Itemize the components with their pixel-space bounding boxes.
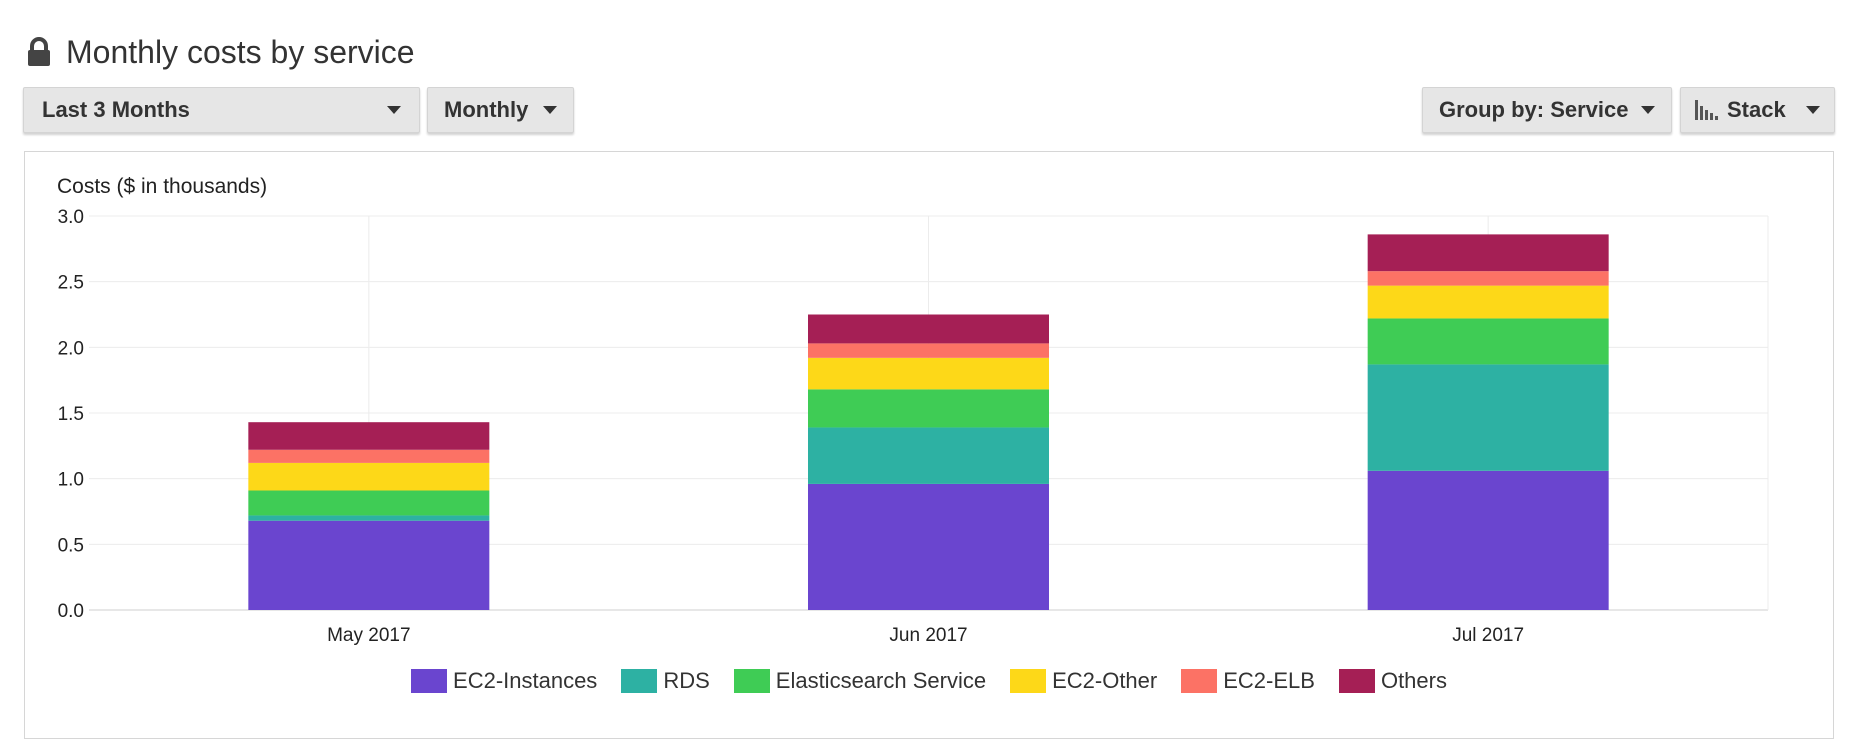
x-tick-label: May 2017: [327, 625, 410, 646]
bar-segment-ec2-elb[interactable]: [248, 449, 490, 463]
y-tick-label: 1.0: [58, 470, 84, 491]
legend-swatch: [411, 669, 448, 693]
bar-chart-icon: [1695, 100, 1718, 120]
legend-label: Elasticsearch Service: [775, 668, 987, 693]
date-range-dropdown[interactable]: Last 3 Months: [23, 87, 420, 133]
y-tick-label: 2.0: [58, 338, 84, 359]
bar-segment-elasticsearch-service[interactable]: [808, 389, 1049, 428]
legend-swatch: [1181, 669, 1218, 693]
legend-item[interactable]: EC2-ELB: [1181, 668, 1315, 694]
bar-segment-ec2-other[interactable]: [1367, 285, 1609, 319]
granularity-dropdown[interactable]: Monthly: [427, 87, 574, 133]
legend-swatch: [621, 669, 658, 693]
lock-icon: [28, 37, 50, 66]
legend-swatch: [1010, 669, 1047, 693]
bar-segment-elasticsearch-service[interactable]: [248, 490, 490, 516]
legend-item[interactable]: EC2-Other: [1010, 668, 1157, 694]
group-by-dropdown[interactable]: Group by: Service: [1422, 87, 1672, 133]
caret-down-icon: [1806, 106, 1820, 114]
bar-segment-others[interactable]: [1367, 234, 1609, 272]
bar-segment-elasticsearch-service[interactable]: [1367, 318, 1609, 365]
legend-label: EC2-Other: [1052, 668, 1158, 693]
legend-label: EC2-ELB: [1223, 668, 1315, 693]
y-tick-label: 2.5: [58, 273, 84, 294]
y-tick-label: 0.5: [58, 535, 84, 556]
caret-down-icon: [1641, 106, 1655, 114]
caret-down-icon: [543, 106, 557, 114]
granularity-label: Monthly: [444, 97, 529, 122]
page-title: Monthly costs by service: [66, 33, 415, 70]
chart-style-dropdown[interactable]: Stack: [1680, 87, 1835, 133]
legend-swatch: [1338, 669, 1375, 693]
legend-swatch: [733, 669, 770, 693]
bar-segment-ec2-other[interactable]: [248, 462, 490, 491]
bar-segment-ec2-instances[interactable]: [808, 483, 1049, 610]
chart-legend: EC2-Instances RDS Elasticsearch Service EC2…: [0, 668, 1858, 694]
y-tick-label: 1.5: [58, 404, 84, 425]
x-tick-label: Jul 2017: [1452, 625, 1524, 646]
bar-segment-rds[interactable]: [808, 427, 1049, 484]
y-tick-label: 0.0: [58, 601, 84, 622]
chart-style-label: Stack: [1727, 97, 1786, 122]
bar-segment-rds[interactable]: [248, 515, 490, 521]
legend-item[interactable]: Others: [1338, 668, 1447, 694]
bar-segment-ec2-instances[interactable]: [248, 520, 490, 610]
bar-segment-ec2-elb[interactable]: [808, 343, 1049, 358]
legend-item[interactable]: Elasticsearch Service: [733, 668, 987, 694]
x-tick-label: Jun 2017: [889, 625, 967, 646]
bar-segment-ec2-other[interactable]: [808, 357, 1049, 390]
group-by-label: Group by: Service: [1439, 97, 1629, 122]
caret-down-icon: [387, 106, 401, 114]
y-tick-label: 3.0: [58, 207, 84, 228]
legend-label: RDS: [663, 668, 710, 693]
bar-segment-ec2-elb[interactable]: [1367, 271, 1609, 286]
bar-segment-others[interactable]: [808, 314, 1049, 344]
legend-label: EC2-Instances: [453, 668, 598, 693]
bar-segment-others[interactable]: [248, 422, 490, 450]
legend-item[interactable]: EC2-Instances: [411, 668, 597, 694]
date-range-label: Last 3 Months: [42, 97, 190, 122]
legend-item[interactable]: RDS: [621, 668, 710, 694]
bar-segment-ec2-instances[interactable]: [1367, 470, 1609, 610]
y-axis-title: Costs ($ in thousands): [57, 175, 267, 198]
bar-segment-rds[interactable]: [1367, 364, 1609, 471]
legend-label: Others: [1380, 668, 1447, 693]
title-row: Monthly costs by service: [26, 28, 415, 76]
